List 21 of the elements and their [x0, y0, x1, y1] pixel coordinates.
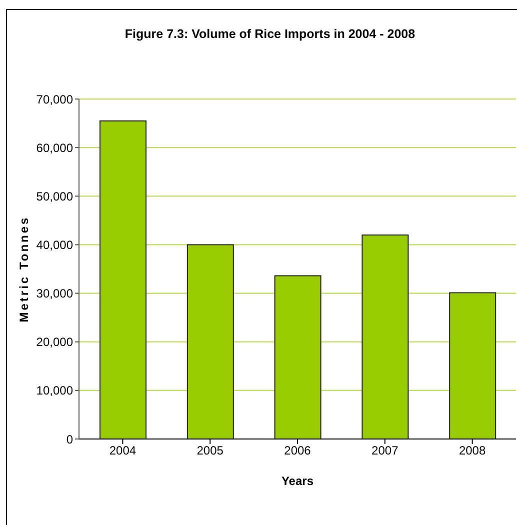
y-tick-label: 10,000 [36, 384, 74, 398]
y-tick-label: 30,000 [36, 286, 74, 301]
bar [100, 120, 146, 439]
bar [186, 244, 234, 439]
x-tick-label: 2007 [372, 444, 399, 458]
y-tick-label: 70,000 [36, 92, 74, 106]
x-tick-label: 2005 [196, 444, 224, 458]
y-tick-label: 40,000 [36, 238, 74, 252]
bar [362, 234, 409, 439]
y-tick-label: 0 [66, 432, 74, 446]
chart-title: Figure 7.3: Volume of Rice Imports in 2004 - 2008 [124, 27, 416, 41]
y-axis-title: Metric Tonnes [17, 216, 31, 322]
y-tick-label: 20,000 [36, 335, 74, 350]
x-axis-title: Years [281, 474, 314, 488]
x-tick-label: 2004 [109, 444, 136, 458]
y-tick-label: 50,000 [36, 189, 74, 204]
bar [449, 292, 496, 439]
x-tick-label: 2008 [458, 444, 486, 458]
y-tick-label: 60,000 [36, 140, 74, 155]
bar [274, 275, 322, 439]
x-tick-label: 2006 [284, 444, 312, 458]
